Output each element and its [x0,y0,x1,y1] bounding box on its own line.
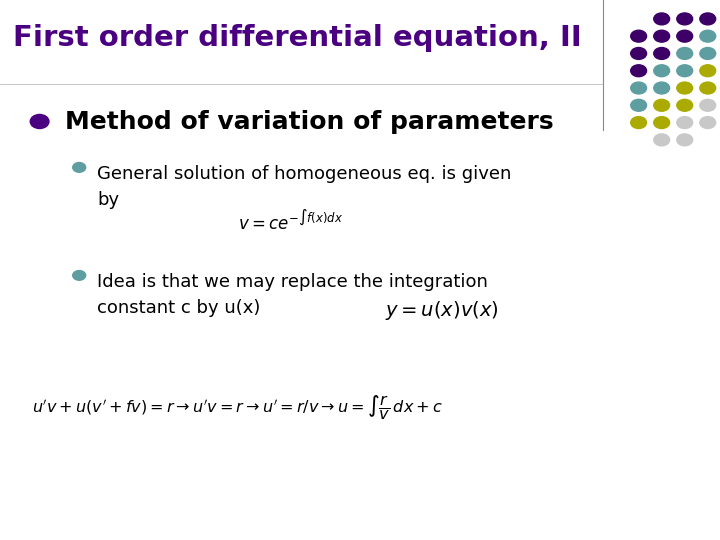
Circle shape [631,99,647,111]
Circle shape [631,65,647,77]
Circle shape [654,99,670,111]
Circle shape [700,30,716,42]
Circle shape [700,82,716,94]
Circle shape [677,48,693,59]
Text: Method of variation of parameters: Method of variation of parameters [65,110,554,133]
Circle shape [30,114,49,129]
Circle shape [73,163,86,172]
Circle shape [677,99,693,111]
Text: First order differential equation, II: First order differential equation, II [13,24,582,52]
Text: Idea is that we may replace the integration
constant c by u(x): Idea is that we may replace the integrat… [97,273,488,317]
Circle shape [631,48,647,59]
Circle shape [677,30,693,42]
Circle shape [654,30,670,42]
Circle shape [677,117,693,129]
Circle shape [631,117,647,129]
Circle shape [677,65,693,77]
Circle shape [631,30,647,42]
Circle shape [654,82,670,94]
Circle shape [700,99,716,111]
Text: $u'v + u(v' + fv) = r \rightarrow u'v = r \rightarrow u' = r/v \rightarrow u = \: $u'v + u(v' + fv) = r \rightarrow u'v = … [32,394,444,422]
Circle shape [677,134,693,146]
Text: $y = u(x)v(x)$: $y = u(x)v(x)$ [385,299,499,322]
Text: $v = ce^{-\int f(x)dx}$: $v = ce^{-\int f(x)dx}$ [238,209,343,233]
Circle shape [631,82,647,94]
Circle shape [654,13,670,25]
Circle shape [73,271,86,280]
Circle shape [677,13,693,25]
Circle shape [654,117,670,129]
Circle shape [654,48,670,59]
Circle shape [700,13,716,25]
Circle shape [677,82,693,94]
Circle shape [700,117,716,129]
Circle shape [654,65,670,77]
Circle shape [700,65,716,77]
Circle shape [700,48,716,59]
Circle shape [654,134,670,146]
Text: General solution of homogeneous eq. is given
by: General solution of homogeneous eq. is g… [97,165,512,209]
